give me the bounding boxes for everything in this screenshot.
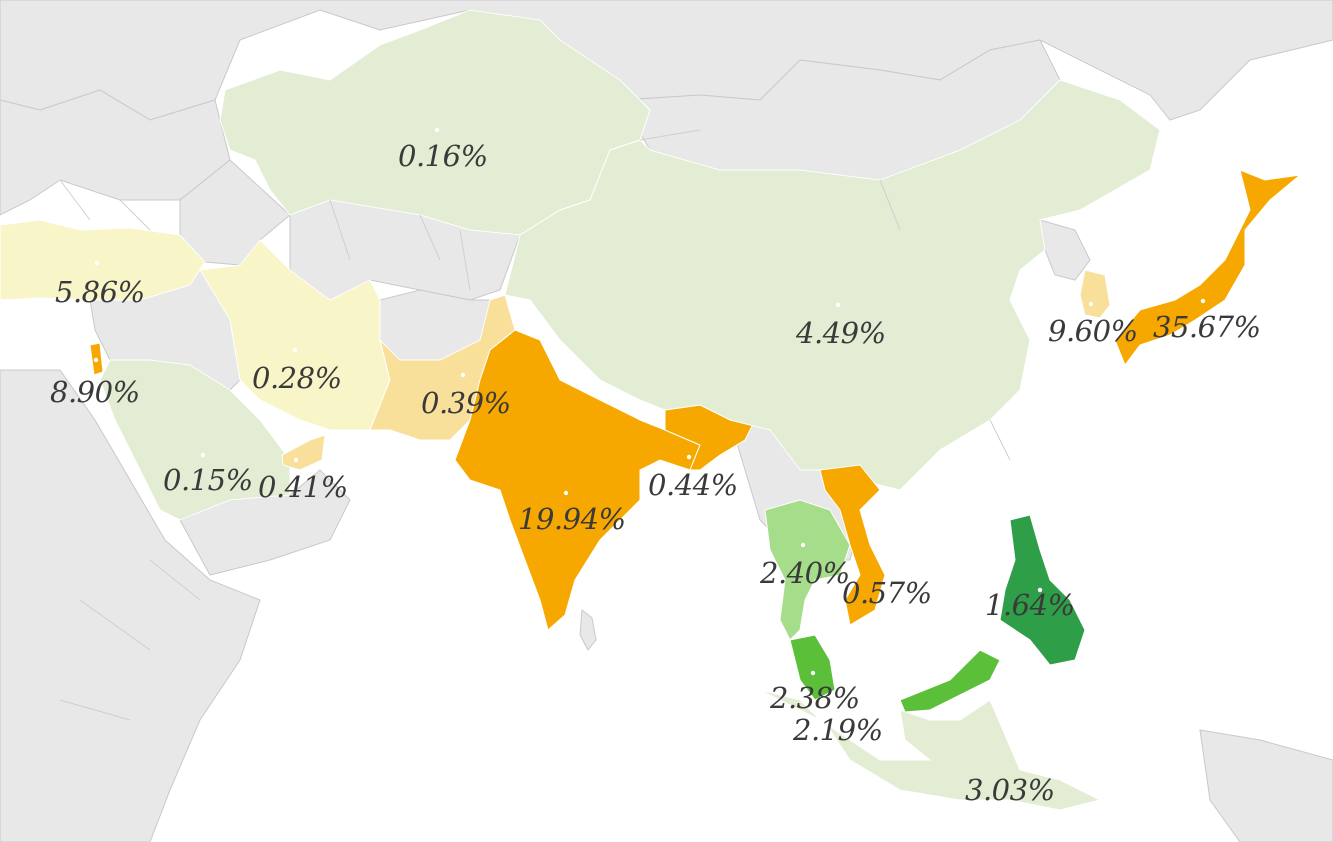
label-saudi-arabia: 0.15%: [163, 463, 253, 497]
region-center-dot: [293, 457, 299, 463]
region-center-dots: [93, 127, 1206, 676]
region-uae: [281, 434, 326, 471]
label-philippines: 1.64%: [985, 588, 1075, 622]
label-iran: 0.28%: [252, 361, 342, 395]
data-regions: [0, 9, 1302, 811]
land-papua: [1199, 729, 1333, 842]
region-saudi-arabia: [99, 359, 291, 521]
region-turkey: [0, 219, 206, 301]
label-israel: 8.90%: [50, 375, 140, 409]
label-china: 4.49%: [795, 316, 886, 350]
region-center-dot: [686, 454, 692, 460]
region-center-dot: [94, 260, 100, 266]
region-center-dot: [849, 562, 855, 568]
label-india: 19.94%: [518, 502, 626, 536]
land-sri-lanka: [579, 609, 597, 651]
label-uae: 0.41%: [258, 470, 348, 504]
land-africa: [0, 369, 261, 842]
region-center-dot: [434, 127, 440, 133]
region-center-dot: [810, 670, 816, 676]
label-bangladesh: 0.44%: [648, 468, 738, 502]
region-center-dot: [292, 347, 298, 353]
region-india: [454, 329, 701, 631]
label-turkey: 5.86%: [55, 275, 145, 309]
region-china: [504, 79, 1161, 491]
value-labels: 0.16% 5.86% 8.90% 0.28% 0.39% 0.15% 0.41…: [50, 139, 1261, 807]
region-center-dot: [93, 357, 99, 363]
region-malaysia-peninsula: [789, 634, 836, 701]
region-japan: [1114, 169, 1302, 367]
label-malaysia: 2.38%: [769, 681, 860, 715]
region-indonesia: [759, 689, 1102, 811]
borders: [59, 129, 1011, 721]
region-malaysia-borneo: [899, 649, 1001, 713]
label-japan: 35.67%: [1153, 310, 1261, 344]
region-center-dot: [1088, 301, 1094, 307]
region-center-dot: [800, 542, 806, 548]
label-indonesia: 3.03%: [965, 773, 1055, 807]
region-center-dot: [563, 490, 569, 496]
region-center-dot: [1037, 587, 1043, 593]
region-center-dot: [1200, 298, 1206, 304]
label-vietnam: 0.57%: [842, 576, 932, 610]
label-thailand: 2.40%: [759, 556, 850, 590]
region-south-korea: [1079, 269, 1111, 319]
label-pakistan: 0.39%: [421, 386, 511, 420]
region-center-dot: [460, 372, 466, 378]
label-singapore: 2.19%: [792, 713, 883, 747]
region-vietnam: [819, 464, 886, 626]
region-philippines: [999, 514, 1086, 666]
label-south-korea: 9.60%: [1048, 314, 1138, 348]
region-center-dot: [200, 452, 206, 458]
region-thailand: [764, 499, 851, 641]
region-center-dot: [835, 302, 841, 308]
label-kazakhstan: 0.16%: [398, 139, 488, 173]
